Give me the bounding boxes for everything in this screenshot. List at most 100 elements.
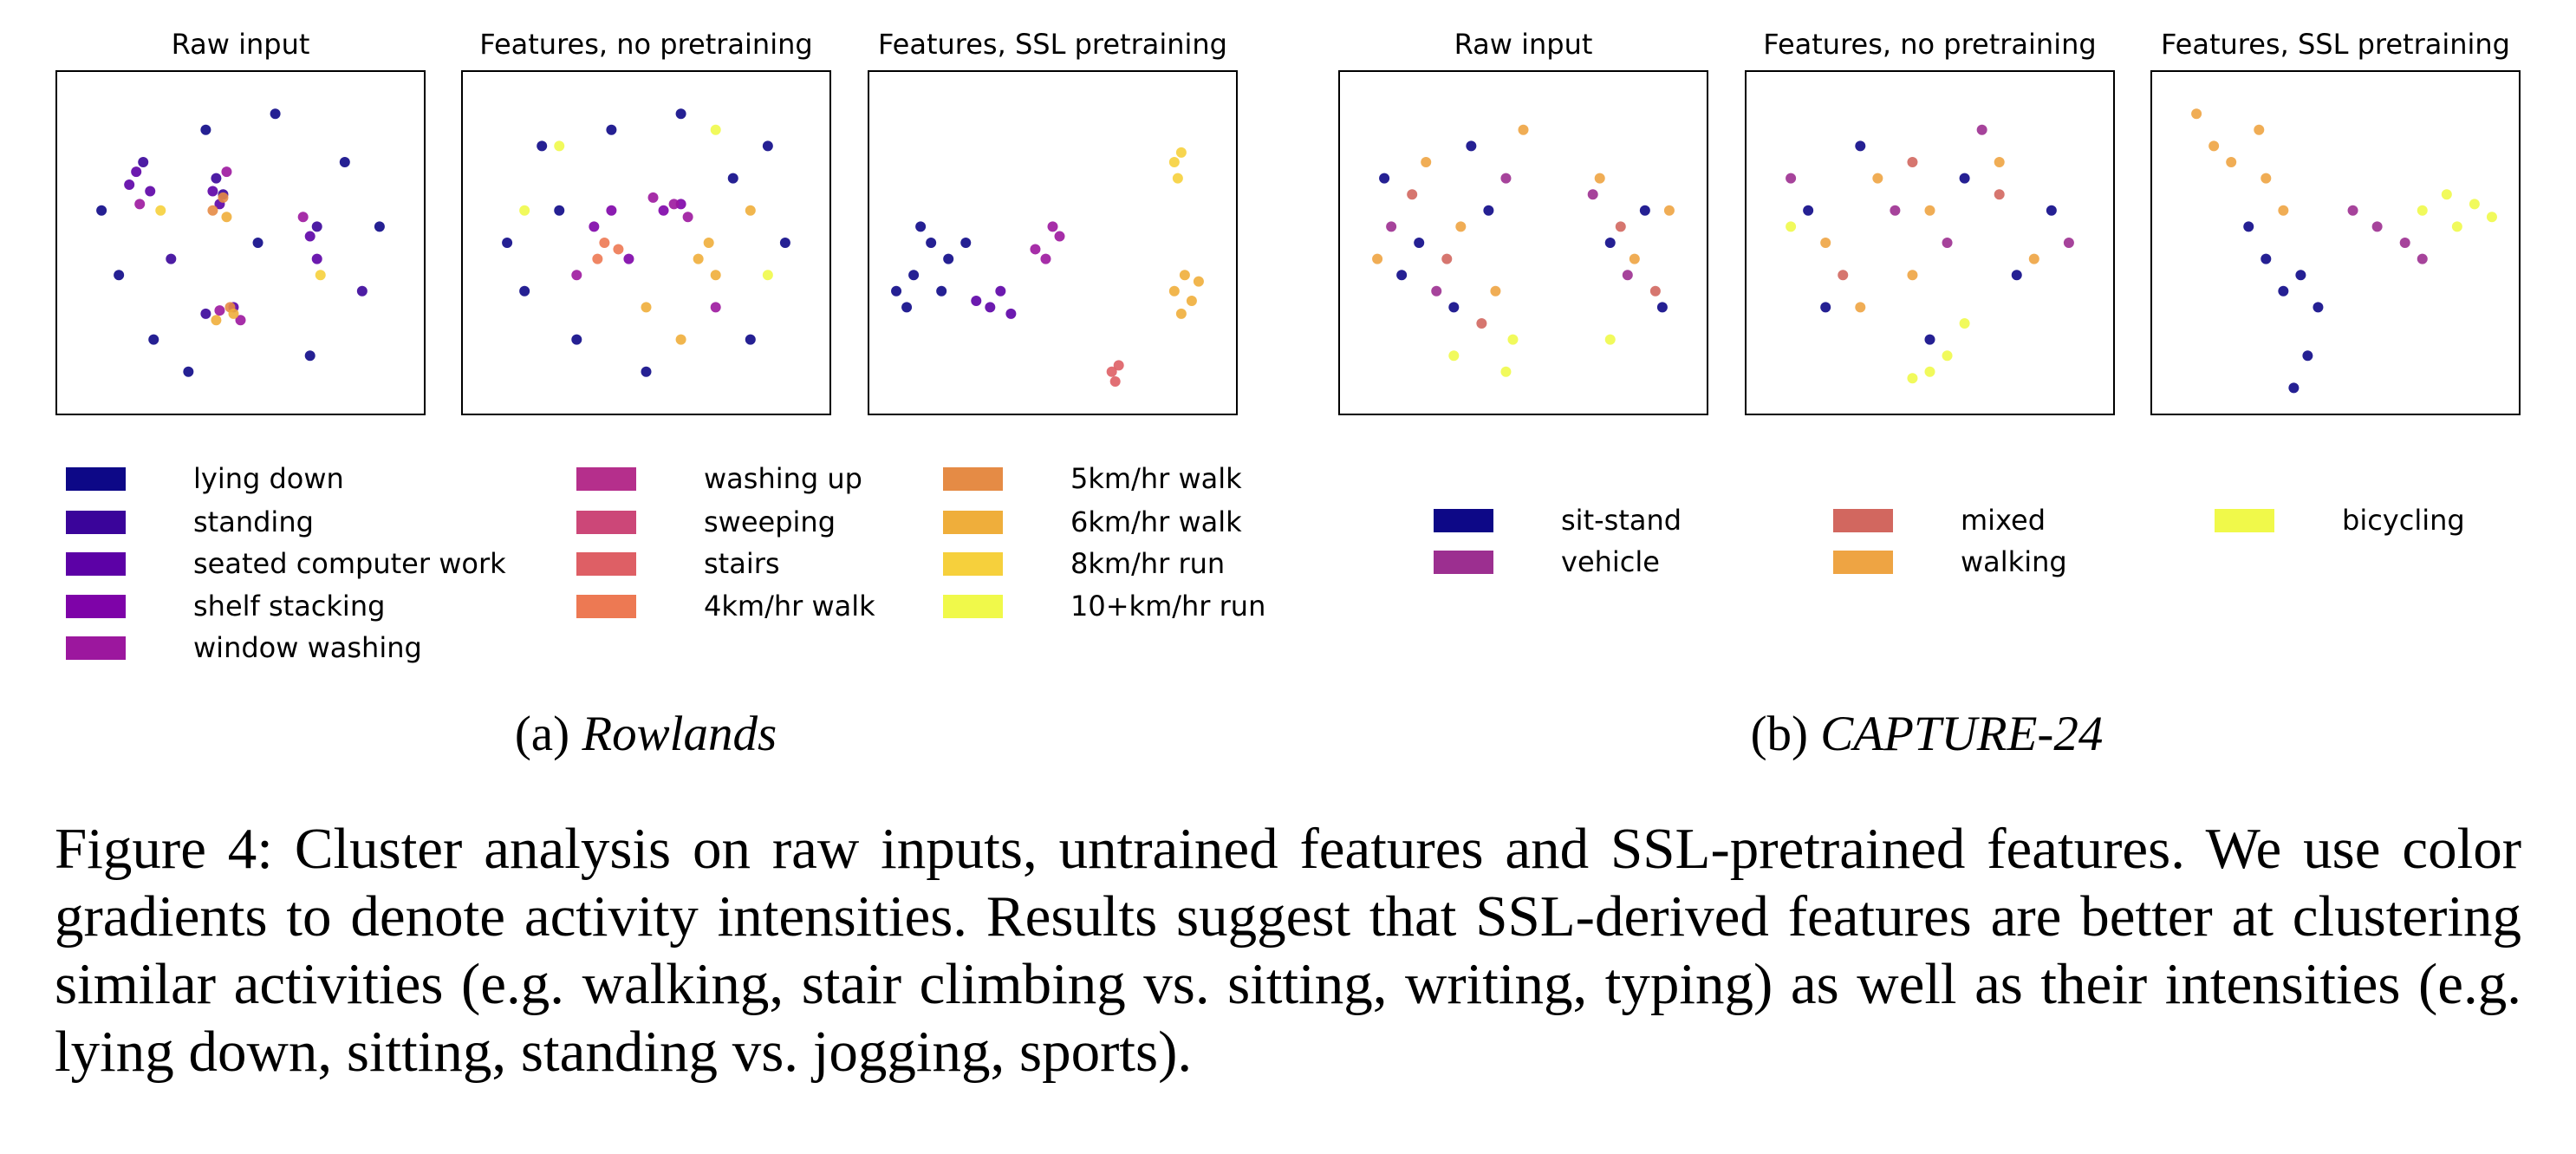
point — [1179, 270, 1190, 281]
point — [1639, 205, 1650, 216]
point — [1005, 308, 1017, 319]
point — [2417, 253, 2428, 264]
point — [124, 179, 135, 191]
legend-label: 6km/hr walk — [1070, 505, 1242, 538]
panel-title: Features, no pretraining — [1763, 28, 2096, 61]
legend-label: vehicle — [1561, 545, 1660, 578]
subcaption-label: (b) — [1751, 707, 1808, 761]
point — [554, 140, 565, 152]
point — [1786, 173, 1797, 184]
point — [926, 238, 937, 248]
point — [138, 157, 149, 167]
point — [891, 285, 902, 297]
point — [915, 221, 927, 232]
point — [623, 253, 634, 264]
point — [1448, 302, 1460, 313]
point — [131, 166, 142, 178]
point — [1175, 147, 1187, 158]
caption-label: Figure 4: — [55, 817, 273, 881]
point — [985, 302, 996, 313]
point — [571, 270, 582, 281]
panel-title: Features, no pretraining — [479, 28, 812, 61]
point — [1186, 295, 1197, 306]
point — [1448, 350, 1460, 362]
point — [554, 205, 565, 216]
legend-swatch — [66, 595, 126, 618]
point — [762, 140, 773, 152]
point — [1106, 366, 1117, 377]
point — [2469, 199, 2480, 210]
point — [2063, 238, 2074, 248]
point — [183, 366, 194, 377]
point — [1500, 366, 1512, 377]
point — [693, 253, 704, 264]
panel-frame — [868, 70, 1238, 415]
subcaption-name: Rowlands — [581, 707, 777, 761]
point — [675, 334, 686, 345]
point — [304, 350, 315, 362]
point — [1441, 253, 1453, 264]
legend-label: 5km/hr walk — [1070, 462, 1242, 495]
point — [710, 270, 721, 281]
point — [1466, 140, 1477, 152]
point — [1656, 302, 1668, 313]
point — [1587, 189, 1598, 200]
legend-swatch — [1833, 551, 1893, 574]
point — [1649, 285, 1661, 297]
legend-swatch — [943, 595, 1003, 618]
point — [1924, 366, 1935, 377]
point — [1959, 318, 1970, 329]
point — [727, 173, 738, 184]
point — [2347, 205, 2358, 216]
legend-swatch — [576, 595, 636, 618]
point — [2278, 285, 2289, 297]
point — [2278, 205, 2289, 216]
point — [703, 238, 714, 248]
legend-swatch — [66, 636, 126, 660]
point — [1421, 157, 1432, 167]
point — [519, 205, 530, 216]
point — [1976, 124, 1987, 135]
point — [1407, 189, 1418, 200]
point — [995, 285, 1006, 297]
point — [200, 308, 211, 319]
legend-swatch — [66, 552, 126, 576]
point — [1994, 189, 2005, 200]
point — [1959, 173, 1970, 184]
point — [1907, 270, 1918, 281]
point — [1663, 205, 1675, 216]
point — [599, 238, 610, 248]
point — [1476, 318, 1487, 329]
caption-text: Cluster analysis on raw inputs, untraine… — [55, 817, 2522, 1084]
panel-frame — [461, 70, 831, 415]
legend-label: washing up — [704, 462, 862, 495]
panel-title: Raw input — [172, 28, 310, 61]
point — [155, 205, 166, 216]
point — [148, 334, 159, 345]
point — [1372, 253, 1383, 264]
point — [2208, 140, 2220, 152]
legend-label: bicycling — [2342, 504, 2465, 537]
point — [1109, 375, 1121, 387]
legend-label: window washing — [193, 631, 422, 664]
point — [2261, 253, 2272, 264]
point — [1386, 221, 1397, 232]
point — [1047, 221, 1058, 232]
figure-caption: Figure 4: Cluster analysis on raw inputs… — [55, 815, 2521, 1086]
point — [960, 238, 972, 248]
point — [762, 270, 773, 281]
point — [2028, 253, 2039, 264]
point — [682, 212, 693, 223]
legend-swatch — [66, 467, 126, 491]
legend-swatch — [1434, 509, 1493, 532]
point — [207, 186, 218, 197]
point — [1994, 157, 2005, 167]
point — [641, 366, 652, 377]
point — [2261, 173, 2272, 184]
point — [1615, 221, 1626, 232]
point — [1855, 140, 1866, 152]
point — [745, 334, 756, 345]
point — [1414, 238, 1425, 248]
point — [1604, 238, 1616, 248]
legend-label: seated computer work — [193, 547, 506, 580]
